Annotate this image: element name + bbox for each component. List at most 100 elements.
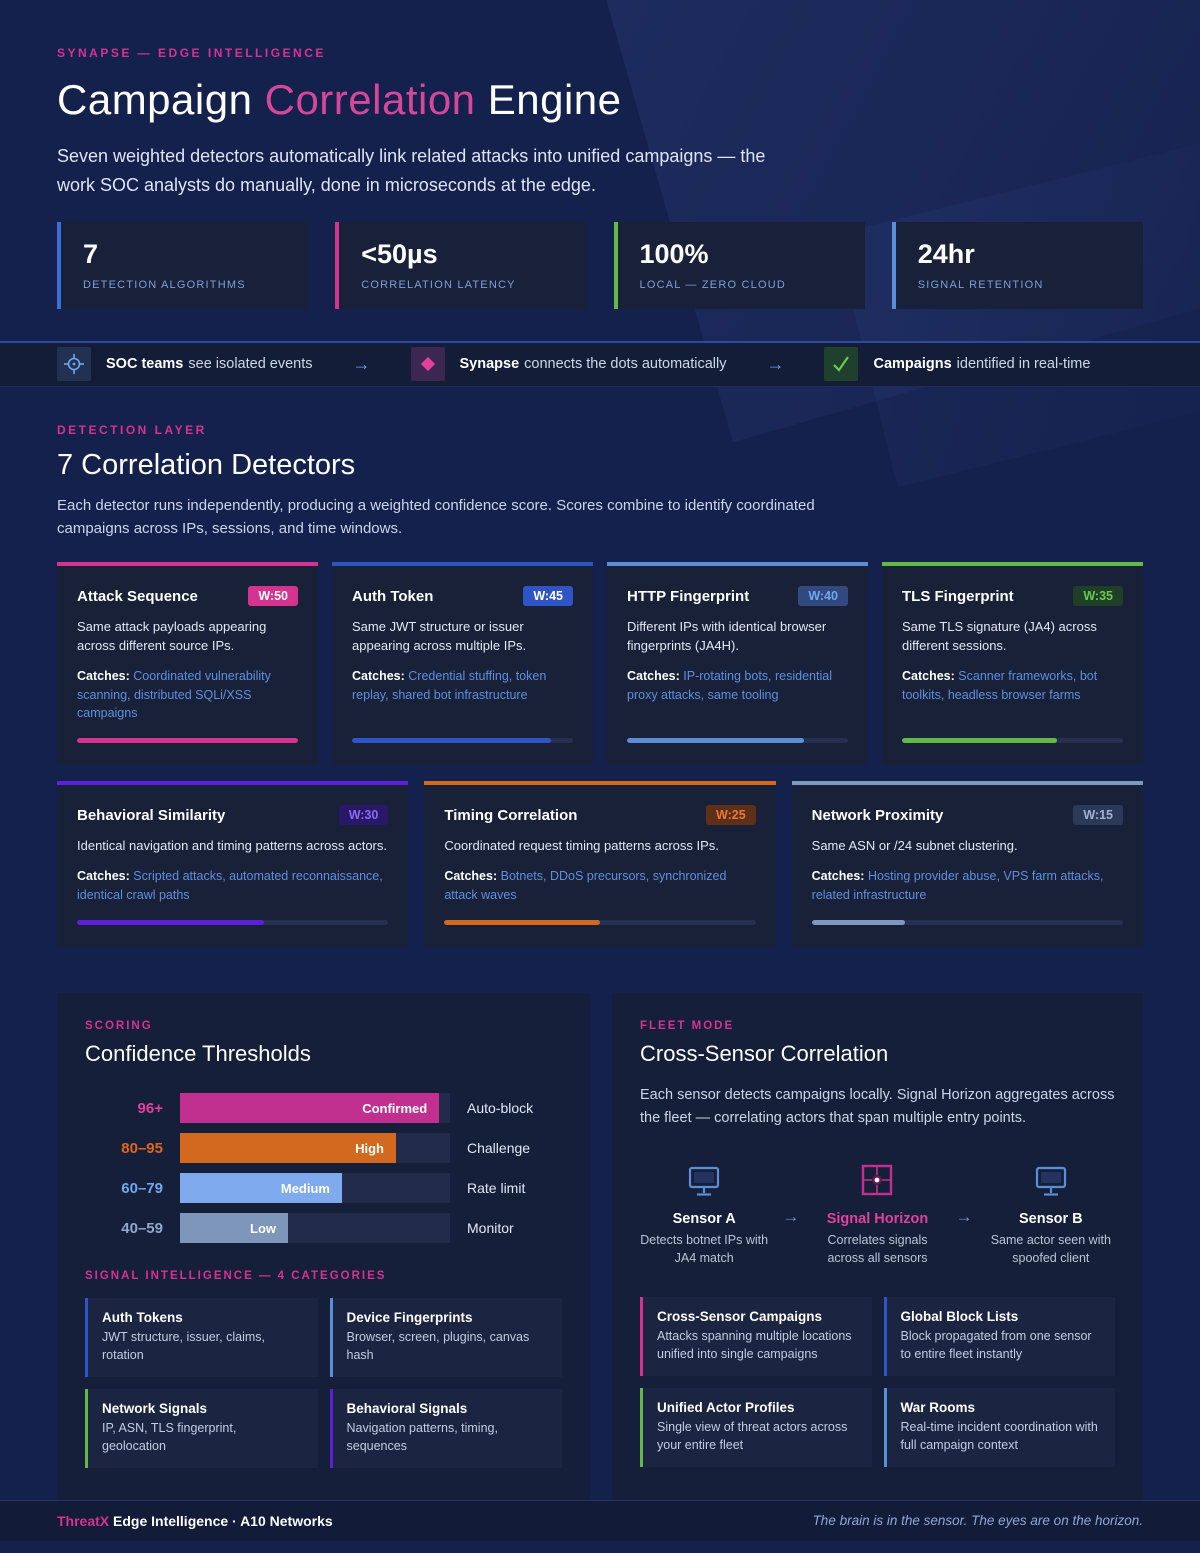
arrow-right-icon: → (782, 1207, 800, 1227)
arrow-right-icon: → (766, 353, 785, 374)
detector-grid-row2: Behavioral Similarity W:30 Identical navi… (57, 781, 1143, 948)
diamond-icon (410, 347, 445, 382)
signal-card-behavioral-signals: Behavioral Signals Navigation patterns, … (329, 1389, 562, 1469)
threshold-row-confirmed: 96+ Confirmed Auto-block (85, 1093, 562, 1124)
detector-catches: Catches: Scanner frameworks, bot toolkit… (902, 668, 1098, 702)
fleet-card-title: Cross-Sensor Campaigns (657, 1309, 823, 1325)
threshold-bar-track: Confirmed (180, 1093, 450, 1124)
sensor-name: Signal Horizon (826, 1211, 929, 1228)
weight-badge: W:15 (1073, 805, 1123, 826)
threshold-range: 80–95 (121, 1139, 163, 1157)
scoring-title: Confidence Thresholds (85, 1041, 311, 1067)
fleet-card-cross-sensor-campaigns: Cross-Sensor Campaigns Attacks spanning … (640, 1297, 872, 1377)
fleet-card-title: War Rooms (900, 1400, 976, 1416)
header: SYNAPSE — EDGE INTELLIGENCE Campaign Cor… (0, 0, 1200, 200)
stat-value: <50µs (361, 238, 438, 269)
fleet-card-global-block-lists: Global Block Lists Block propagated from… (883, 1297, 1115, 1377)
detector-catches: Catches: Scripted attacks, automated rec… (77, 869, 383, 902)
weight-badge: W:50 (248, 586, 298, 607)
stat-value: 24hr (917, 238, 975, 269)
threshold-bar-track: Low (180, 1213, 450, 1244)
stat-card-retention: 24hr SIGNAL RETENTION (891, 221, 1143, 309)
detector-description: Same TLS signature (JA4) across differen… (902, 619, 1097, 654)
footer-bottom-strip (0, 1540, 1200, 1553)
stat-cards: 7 DETECTION ALGORITHMS <50µs CORRELATION… (57, 221, 1143, 309)
threshold-row-high: 80–95 High Challenge (85, 1133, 562, 1164)
fleet-card-desc: Single view of threat actors across your… (657, 1420, 848, 1452)
sensor-desc: Detects botnet IPs with JA4 match (640, 1233, 769, 1265)
fleet-card-title: Global Block Lists (900, 1309, 1019, 1325)
flow-step-campaigns: Campaigns identified in real-time (824, 347, 1090, 382)
detector-description: Same ASN or /24 subnet clustering. (811, 838, 1018, 854)
threshold-action: Rate limit (467, 1180, 526, 1197)
monitor-icon (987, 1159, 1115, 1199)
threshold-range: 96+ (137, 1099, 163, 1117)
detector-card-attack-sequence: Attack Sequence W:50 Same attack payloads… (57, 562, 318, 766)
signal-card-title: Auth Tokens (102, 1310, 183, 1326)
fleet-card-unified-actor-profiles: Unified Actor Profiles Single view of th… (640, 1388, 872, 1468)
weight-badge: W:40 (798, 586, 848, 607)
signal-card-network-signals: Network Signals IP, ASN, TLS fingerprint… (85, 1389, 318, 1469)
fleet-card-desc: Block propagated from one sensor to enti… (900, 1329, 1092, 1361)
fleet-card-title: Unified Actor Profiles (657, 1400, 795, 1416)
sensor-name: Sensor B (1018, 1211, 1083, 1228)
detector-card-http-fingerprint: HTTP Fingerprint W:40 Different IPs with … (607, 562, 868, 766)
signal-card-desc: IP, ASN, TLS fingerprint, geolocation (102, 1421, 237, 1453)
weight-badge: W:35 (1073, 586, 1123, 607)
detector-description: Coordinated request timing patterns acro… (444, 838, 719, 854)
stat-card-local: 100% LOCAL — ZERO CLOUD (613, 221, 865, 309)
detector-title: Auth Token (352, 587, 434, 605)
stat-value: 7 (83, 238, 99, 269)
threshold-bar-fill: Medium (180, 1173, 342, 1204)
detector-catches: Catches: Coordinated vulnerability scann… (77, 668, 271, 721)
arrow-right-icon: → (955, 1207, 973, 1227)
brand-rest: Edge Intelligence · A10 Networks (109, 1512, 333, 1529)
stat-value: 100% (639, 238, 709, 269)
flow-band: SOC teams see isolated events → Synapse co… (0, 340, 1200, 387)
stat-card-algorithms: 7 DETECTION ALGORITHMS (57, 221, 309, 309)
weight-bar (627, 723, 848, 744)
threshold-bar-track: High (180, 1133, 450, 1164)
signal-card-auth-tokens: Auth Tokens JWT structure, issuer, claim… (85, 1298, 318, 1378)
detector-catches: Catches: Botnets, DDoS precursors, synch… (444, 869, 727, 902)
detector-catches: Catches: IP-rotating bots, residential p… (627, 668, 832, 702)
detector-title: Timing Correlation (444, 806, 578, 824)
weight-badge: W:45 (523, 586, 573, 607)
sensor-b-node: Sensor B Same actor seen with spoofed cl… (987, 1159, 1115, 1267)
detector-card-network-proximity: Network Proximity W:15 Same ASN or /24 su… (791, 781, 1143, 948)
title-pre: Campaign (57, 76, 265, 123)
threshold-action: Monitor (467, 1220, 514, 1237)
threshold-range: 60–79 (121, 1179, 163, 1197)
signal-card-desc: Browser, screen, plugins, canvas hash (346, 1330, 530, 1362)
signal-card-title: Network Signals (102, 1401, 208, 1417)
detector-title: Network Proximity (811, 806, 944, 824)
detector-title: Behavioral Similarity (77, 806, 226, 824)
fleet-title: Cross-Sensor Correlation (640, 1041, 889, 1067)
weight-bar (352, 723, 573, 744)
check-icon (824, 347, 859, 382)
weight-bar (902, 723, 1123, 744)
scoring-eyebrow: SCORING (85, 1020, 153, 1033)
page-title: Campaign Correlation Engine (57, 76, 1143, 124)
bottom-panels: SCORING Confidence Thresholds 96+ Confir… (57, 993, 1143, 1501)
flow-step-text: SOC teams see isolated events (106, 356, 313, 373)
title-post: Engine (475, 76, 622, 123)
monitor-icon (640, 1159, 768, 1199)
fleet-panel: FLEET MODE Cross-Sensor Correlation Each… (612, 993, 1143, 1501)
sensor-desc: Correlates signals across all sensors (827, 1233, 928, 1265)
signal-card-desc: Navigation patterns, timing, sequences (346, 1421, 498, 1453)
flow-step-soc: SOC teams see isolated events (57, 347, 313, 382)
brand-logo-text: ThreatX (57, 1512, 110, 1529)
detectors-section-head: DETECTION LAYER 7 Correlation Detectors … (0, 387, 1200, 541)
detector-catches: Catches: Hosting provider abuse, VPS far… (811, 869, 1104, 902)
target-icon (57, 347, 91, 382)
fleet-card-grid: Cross-Sensor Campaigns Attacks spanning … (640, 1297, 1115, 1468)
detector-description: Identical navigation and timing patterns… (77, 838, 388, 854)
detectors-title: 7 Correlation Detectors (57, 448, 356, 481)
flow-step-text: Synapse connects the dots automatically (459, 356, 727, 373)
threshold-bar-fill: High (180, 1133, 396, 1164)
detector-title: TLS Fingerprint (902, 587, 1014, 605)
footer-quote: The brain is in the sensor. The eyes are… (812, 1513, 1143, 1529)
fleet-description: Each sensor detects campaigns locally. S… (640, 1087, 1115, 1126)
